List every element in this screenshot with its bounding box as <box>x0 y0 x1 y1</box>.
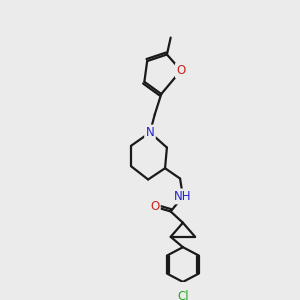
Text: Cl: Cl <box>177 290 189 300</box>
Text: O: O <box>176 64 186 77</box>
Text: O: O <box>150 200 159 213</box>
Text: NH: NH <box>174 190 192 203</box>
Text: N: N <box>146 126 154 139</box>
